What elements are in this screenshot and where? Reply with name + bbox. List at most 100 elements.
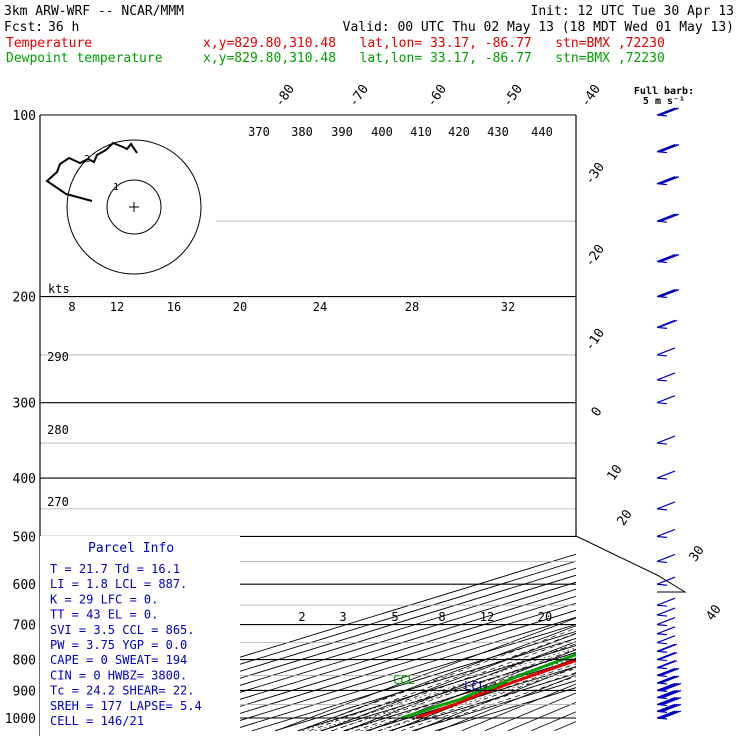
wind-barb-staff [656,614,668,617]
wind-barb-feather [656,667,676,676]
hodograph-inner-ring [106,179,162,235]
theta-left-label: 270 [47,495,69,509]
wind-barb-staff [656,633,668,636]
isotherm-label: -50 [500,82,526,110]
wind-barb-feather [662,703,682,712]
theta-label: 430 [487,125,509,139]
isotherm-line [183,609,576,732]
temperature-legend-label: Temperature [6,36,92,51]
moist-adiabat [366,658,576,732]
mixing-ratio-line [360,661,576,732]
wind-barb-feather [656,643,676,652]
wind-barb-staff [656,623,668,627]
moist-adiabat [309,632,576,732]
wind-barb-feather [658,703,678,712]
model-title: 3km ARW-WRF -- NCAR/MMM [4,4,184,19]
mixing-ratio-label-top: 32 [501,300,515,314]
moist-adiabat [400,672,576,732]
wind-barb-staff [656,354,668,357]
hodograph-units-label: kts [48,282,70,296]
parcel-info-row: LI = 1.8 LCL = 887. [50,577,187,591]
forecast-hour: 36 h [48,20,79,35]
pressure-tick-label: 600 [13,578,36,593]
parcel-info-row: T = 21.7 Td = 16.1 [50,562,180,576]
temperature-location-info: x,y=829.80,310.48 lat,lon= 33.17, -86.77… [203,36,665,51]
hodograph: 2 1 kts [45,139,202,296]
isotherm-line [91,581,576,732]
isotherm-line [389,673,576,732]
wind-barbs [656,107,682,720]
wind-barb-feather [660,710,680,719]
isotherm-line [274,637,576,732]
wind-barb-feather [656,253,676,263]
isotherm-line [252,630,576,732]
wind-barb-staff [656,667,668,670]
wind-barb-feather [656,617,676,626]
wind-barb-feather [658,697,678,706]
wind-barb-feather [656,372,676,381]
pressure-tick-label: 700 [13,619,36,634]
wind-barb-feather [658,144,678,153]
dry-adiabat [322,633,576,732]
pressure-tick-label: 1000 [5,712,36,727]
wind-barb-feather [660,107,680,116]
wind-barb-feather [656,690,676,699]
wind-barb-feather [656,470,676,479]
wind-barb-staff [656,402,668,405]
wind-barb-feather [658,319,678,328]
moist-adiabat [297,627,576,732]
theta-left-label: 290 [47,350,69,364]
mixing-ratio-label-top: 16 [167,300,181,314]
wind-barb-staff [656,696,668,700]
parcel-info-rows: T = 21.7 Td = 16.1LI = 1.8 LCL = 887.K =… [50,562,202,728]
dry-adiabat [438,674,576,732]
wind-barb-feather [658,675,678,684]
wind-barb-feather [660,176,680,185]
dry-adiabat [461,683,576,732]
parcel-info-row: CIN = 0 HWBZ= 3800. [50,668,187,682]
isotherm-label: -60 [424,82,450,110]
wind-barb-feather [662,710,682,719]
wind-barb-feather [660,690,680,699]
mixing-ratio-label-top: 8 [68,300,75,314]
wind-barb-feather [656,435,676,444]
isotherm-label: -80 [272,82,298,110]
wind-barb-feather [656,553,676,562]
wind-barb-feather [656,697,676,706]
parcel-info-row: TT = 43 EL = 0. [50,608,158,622]
dry-adiabat [275,617,576,732]
theta-label: 440 [531,125,553,139]
barb-key-line1: Full barb: [634,86,694,97]
wind-barb-feather [656,107,676,116]
wind-barb-staff [656,674,668,678]
dry-adiabat [484,692,576,732]
wind-barb-feather [658,107,678,116]
isotherm-label: -20 [582,242,608,270]
wind-barb-feather [662,697,682,706]
isotherm-line [40,560,576,727]
theta-label: 420 [448,125,470,139]
isotherm-label: -30 [582,160,608,188]
wind-barb-staff [656,260,668,264]
dry-adiabat [717,115,740,731]
wind-barb-staff [656,703,668,707]
theta-label: 380 [291,125,313,139]
wind-barb-staff [656,442,668,445]
moist-adiabat [320,638,576,732]
wind-barb-feather [656,703,676,712]
theta-label: 390 [331,125,353,139]
mixing-ratio-label-bottom: 3 [339,610,346,624]
dry-adiabat [694,115,740,731]
wind-barb-staff [656,508,668,511]
wind-barb-feather [656,213,676,222]
wind-barb-staff [656,658,668,662]
mixing-ratio-label-top: 12 [110,300,124,314]
wind-barb-staff [656,535,668,539]
wind-barb-feather [658,253,678,263]
parcel-info-row: SVI = 3.5 CCL = 865. [50,623,195,637]
wind-barb-feather [662,690,682,699]
wind-barb-feather [656,597,676,606]
wind-barb-feather [658,213,678,222]
wind-barb-feather [660,253,680,263]
